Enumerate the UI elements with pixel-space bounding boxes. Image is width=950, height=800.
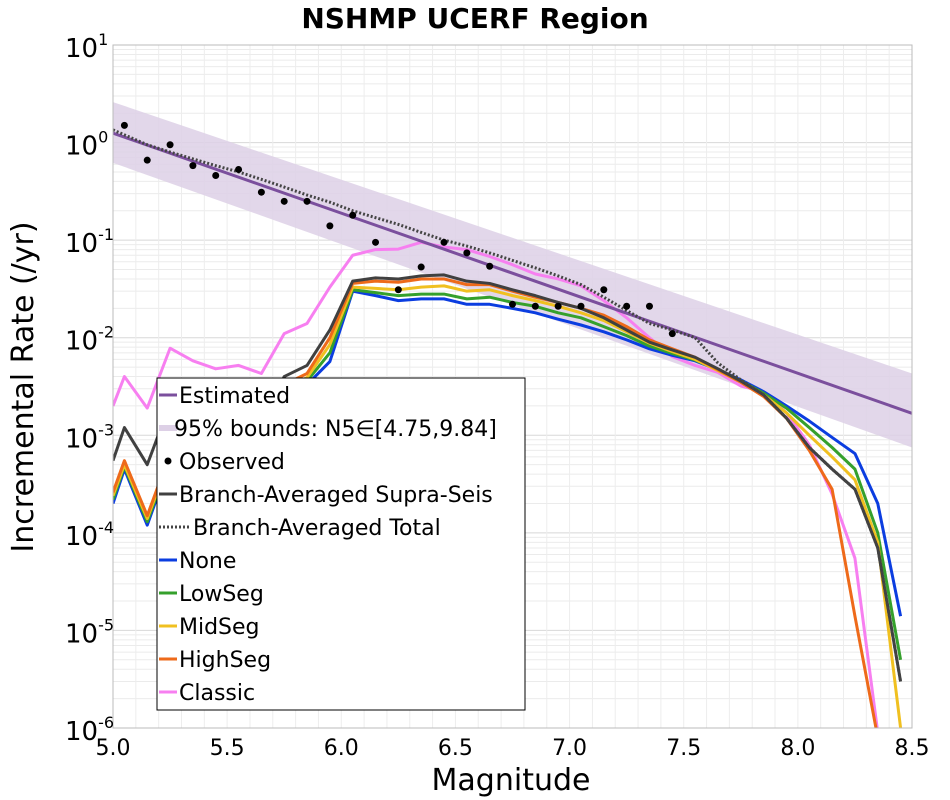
observed-point	[577, 302, 585, 310]
x-tick-label: 6.5	[438, 736, 473, 761]
legend-entry-label: LowSeg	[179, 582, 264, 607]
chart-title: NSHMP UCERF Region	[301, 2, 648, 35]
legend-entry-label: Observed	[179, 450, 285, 475]
y-tick-label: 10-3	[65, 420, 114, 454]
y-tick-label: 10-2	[65, 323, 114, 357]
estimated-line	[113, 131, 912, 415]
branch-averaged-total-line	[113, 128, 903, 682]
y-tick-label: 100	[65, 128, 108, 162]
plot-frame	[112, 44, 913, 729]
observed-point	[257, 188, 265, 196]
observed-point	[372, 238, 380, 246]
x-tick-label: 5.5	[210, 736, 245, 761]
legend-box	[156, 377, 526, 711]
observed-point	[417, 263, 425, 271]
observed-point	[394, 286, 402, 294]
observed-point	[189, 162, 197, 170]
legend-entry-label: Classic	[179, 681, 255, 706]
observed-point	[280, 197, 288, 205]
y-tick-label: 10-1	[65, 225, 114, 259]
observed-point	[623, 302, 631, 310]
observed-point	[143, 156, 151, 164]
observed-point	[486, 262, 494, 270]
observed-point	[235, 165, 243, 173]
legend: Estimated 95% bounds: N5∈[4.75,9.84] Obser…	[156, 377, 526, 711]
legend-entry-label: MidSeg	[179, 615, 260, 640]
legend-entry-label: Estimated	[179, 384, 290, 409]
observed-point	[554, 302, 562, 310]
legend-swatch-point	[164, 457, 172, 465]
observed-point	[645, 302, 653, 310]
x-tick-label: 8.0	[780, 736, 815, 761]
observed-point	[166, 141, 174, 149]
observed-point	[440, 238, 448, 246]
x-tick-label: 7.0	[552, 736, 587, 761]
x-axis-label: Magnitude	[432, 763, 591, 798]
observed-point	[600, 286, 608, 294]
x-tick-label: 8.5	[895, 736, 930, 761]
y-tick-label: 101	[65, 30, 108, 64]
observed-point	[531, 302, 539, 310]
legend-entry-label: Branch-Averaged Total	[193, 516, 441, 541]
legend-entry-label: 95% bounds: N5∈[4.75,9.84]	[174, 417, 497, 442]
y-tick-label: 10-5	[65, 615, 114, 649]
x-tick-label: 6.0	[324, 736, 359, 761]
observed-point	[303, 197, 311, 205]
observed-point	[212, 171, 220, 179]
legend-entry-label: Branch-Averaged Supra-Seis	[179, 483, 493, 508]
legend-entry-label: None	[179, 549, 236, 574]
legend-entry-label: HighSeg	[179, 648, 271, 673]
x-tick-label: 7.5	[666, 736, 701, 761]
observed-point	[326, 222, 334, 230]
observed-point	[349, 211, 357, 219]
observed-point	[509, 300, 516, 308]
y-axis-label: Incremental Rate (/yr)	[6, 221, 41, 552]
observed-point	[120, 121, 128, 129]
observed-point	[668, 330, 676, 338]
y-tick-label: 10-6	[65, 713, 114, 747]
x-tick-label: 5.0	[96, 736, 131, 761]
observed-point	[463, 249, 471, 257]
y-tick-label: 10-4	[65, 518, 114, 552]
